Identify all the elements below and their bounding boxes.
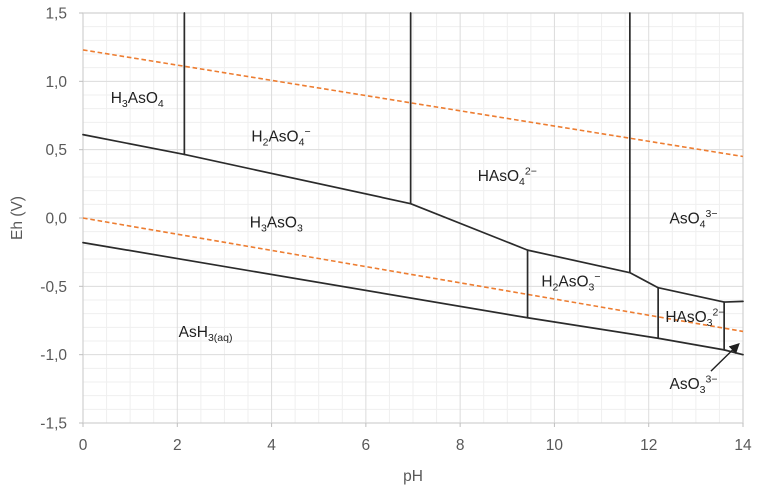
annotation-label-aso3: AsO33− [670,373,718,396]
axis-layer: 0 2 4 6 8 10 12 14 1,5 1,0 0,5 0,0 -0,5 -1,0 -1,5 pH Eh … [9,6,752,486]
x-tick-label: 12 [640,437,657,454]
asV-asIII-redox-boundary [82,133,744,303]
x-tick-label: 6 [362,437,371,454]
water-stability-lines-layer [82,49,744,333]
x-tick-label: 2 [173,437,182,454]
x-tick-label: 14 [734,437,752,454]
y-tick-label: 1,5 [45,6,67,23]
annotation-layer: AsO33− [670,342,740,396]
h2o-h2-stability-line [82,217,744,333]
region-label-aso4: AsO43− [670,208,718,231]
y-tick-label: -1,0 [40,347,67,364]
region-label-h2aso4: H2AsO4− [251,126,310,149]
x-tick-label: 10 [546,437,564,454]
region-label-h3aso3: H3AsO3 [250,215,303,235]
x-tick-label: 0 [79,437,88,454]
region-label-haso4: HAsO42− [478,166,537,189]
region-label-h2aso3: H2AsO3− [541,271,600,294]
x-axis-title: pH [403,468,423,485]
y-axis-title: Eh (V) [9,196,26,240]
annotation-arrow-aso3 [710,342,740,372]
y-tick-label: -1,5 [40,416,67,433]
x-tick-label: 4 [267,437,276,454]
y-tick-label: 1,0 [45,74,67,91]
x-tick-label: 8 [456,437,465,454]
o2-h2o-stability-line [82,49,744,158]
region-label-ash3: AsH3(aq) [179,324,233,344]
region-label-haso3: HAsO32− [665,306,724,329]
y-tick-label: 0,0 [45,211,67,228]
region-label-h3aso4: H3AsO4 [111,90,164,110]
region-labels-layer: H3AsO4 H2AsO4− HAsO42− AsO43− H3AsO3 H2AsO3− H… [111,90,725,344]
y-tick-label: -0,5 [40,279,67,296]
y-tick-label: 0,5 [45,142,67,159]
